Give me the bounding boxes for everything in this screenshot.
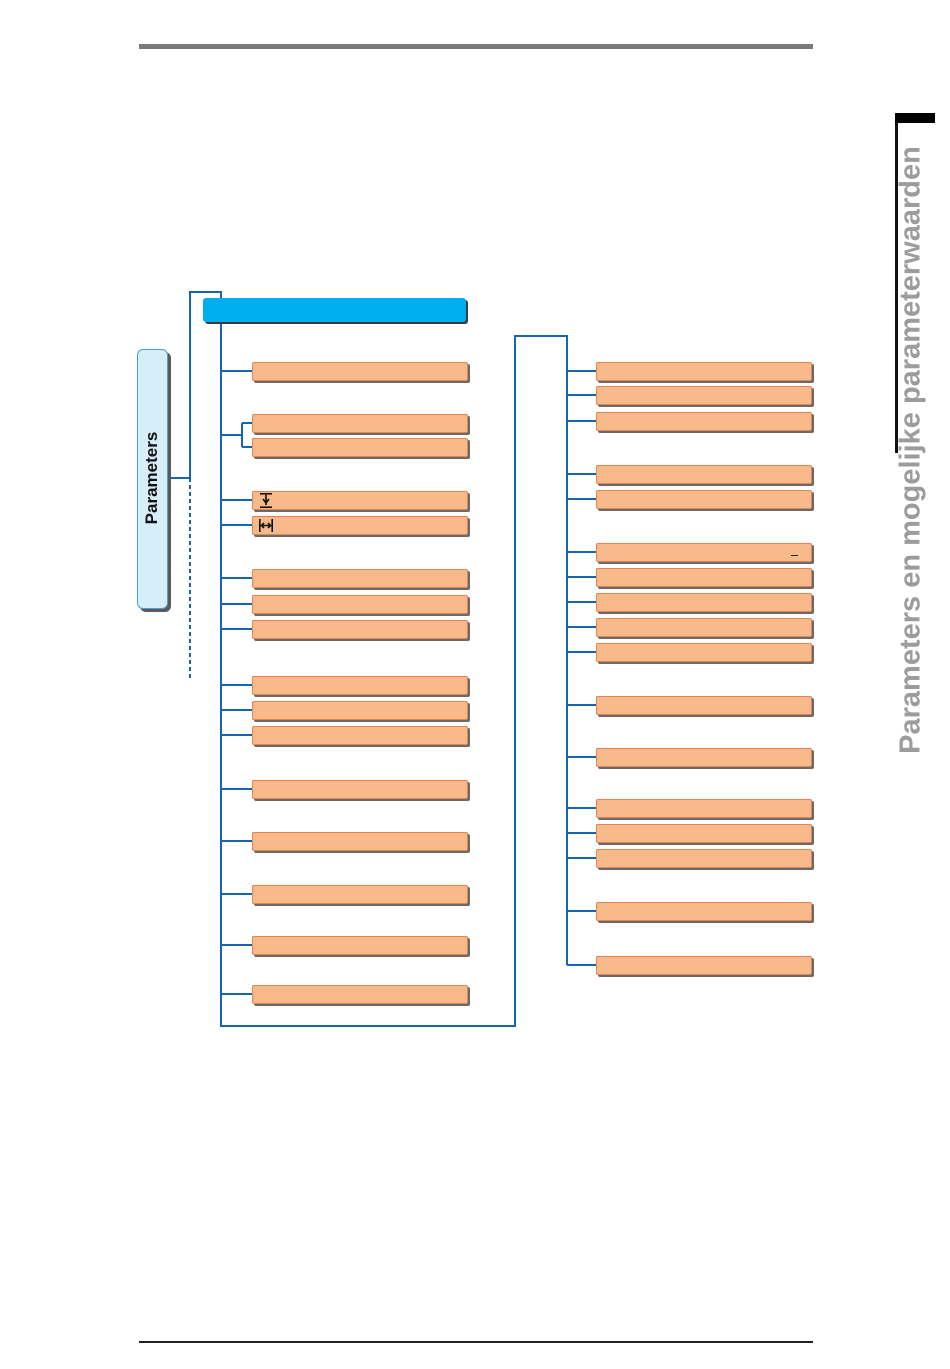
param-box <box>596 362 812 381</box>
param-box <box>596 593 812 612</box>
param-box <box>596 799 812 818</box>
parameters-root-label: Parameters <box>142 431 161 525</box>
param-box <box>252 491 468 510</box>
arrow-down-to-bar-icon <box>260 493 272 508</box>
param-box <box>252 726 468 745</box>
param-box <box>252 701 468 720</box>
param-box <box>596 696 812 715</box>
chapter-tab-marker <box>895 113 935 123</box>
param-box <box>596 902 812 921</box>
parameters-root-node <box>137 349 168 609</box>
param-box <box>252 676 468 695</box>
param-box <box>596 543 812 562</box>
param-box <box>596 412 812 431</box>
param-box <box>596 618 812 637</box>
param-box <box>596 748 812 767</box>
param-box <box>596 568 812 587</box>
param-box <box>252 885 468 904</box>
param-box <box>252 780 468 799</box>
arrows-converge-icon <box>259 519 273 532</box>
param-box <box>252 516 468 535</box>
param-box <box>252 569 468 588</box>
param-box <box>252 595 468 614</box>
chapter-tab-line <box>895 123 898 453</box>
footer-rule <box>139 1341 813 1343</box>
param-box <box>252 414 468 433</box>
param-box <box>596 849 812 868</box>
param-box <box>252 362 468 381</box>
param-box <box>252 936 468 955</box>
param-box <box>596 643 812 662</box>
header-rule <box>139 44 813 49</box>
tree-header-bar <box>203 298 466 322</box>
param-box <box>596 490 812 509</box>
param-box <box>596 824 812 843</box>
underscore-mark <box>791 555 798 556</box>
param-box <box>252 620 468 639</box>
param-box <box>252 438 468 457</box>
param-box <box>252 832 468 851</box>
param-box <box>252 985 468 1004</box>
param-box <box>596 956 812 975</box>
param-box <box>596 386 812 405</box>
param-box <box>596 465 812 484</box>
